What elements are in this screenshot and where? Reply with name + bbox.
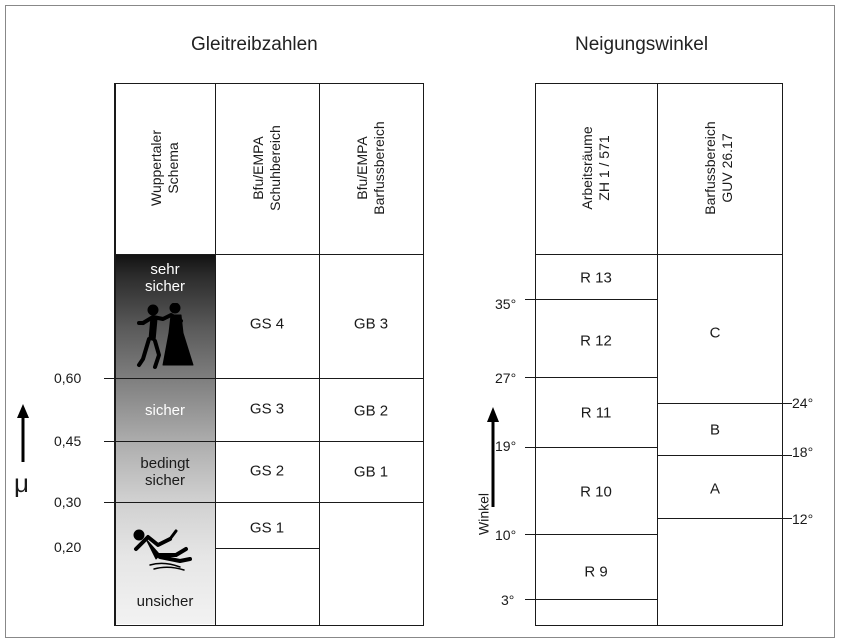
level-unsicher: unsicher	[136, 593, 194, 610]
class-gb3: GB 3	[353, 315, 389, 333]
class-a: A	[709, 480, 721, 498]
angle-10: 10°	[495, 527, 517, 543]
class-gs4: GS 4	[249, 315, 285, 333]
class-c: C	[709, 324, 721, 342]
figure-frame	[5, 5, 835, 638]
safety-gradient	[115, 254, 215, 624]
angle-24: 24°	[792, 395, 814, 411]
class-gs1: GS 1	[249, 519, 285, 537]
angle-35: 35°	[495, 296, 517, 312]
angle-12: 12°	[792, 511, 814, 527]
class-gb1: GB 1	[353, 463, 389, 481]
angle-18: 18°	[792, 444, 814, 460]
slipping-person-icon	[133, 529, 192, 571]
right-title: Neigungswinkel	[575, 34, 709, 55]
mu-tick-020: 0,20	[54, 539, 82, 555]
class-r9: R 9	[584, 563, 608, 581]
header-arbeitsraeume: Arbeitsräume ZH 1 / 571	[579, 126, 612, 210]
angle-19: 19°	[495, 438, 517, 454]
mu-symbol: μ	[14, 468, 29, 498]
class-r12: R 12	[580, 332, 612, 350]
level-bedingt-sicher: bedingt sicher	[140, 455, 190, 489]
header-barfussbereich: Bfu/EMPA Barfussbereich	[354, 121, 387, 215]
class-gs3: GS 3	[249, 400, 285, 418]
class-r11: R 11	[580, 404, 612, 422]
left-title: Gleitreibzahlen	[191, 34, 318, 55]
header-schuhbereich: Bfu/EMPA Schuhbereich	[250, 125, 283, 211]
angle-3: 3°	[501, 592, 515, 608]
header-guv: Barfussbereich GUV 26.17	[702, 121, 735, 215]
mu-tick-030: 0,30	[54, 494, 82, 510]
header-wuppertaler: Wuppertaler Schema	[148, 129, 181, 207]
class-r13: R 13	[580, 269, 612, 287]
winkel-up-arrow-icon	[487, 407, 499, 507]
mu-tick-045: 0,45	[54, 433, 82, 449]
dancing-couple-icon	[137, 303, 194, 369]
up-arrow-icon	[17, 404, 29, 462]
level-sehr-sicher: sehr sicher	[144, 261, 186, 295]
winkel-label: Winkel	[475, 492, 492, 536]
level-sicher: sicher	[144, 402, 186, 419]
angle-27: 27°	[495, 370, 517, 386]
mu-tick-060: 0,60	[54, 370, 82, 386]
class-r10: R 10	[580, 483, 612, 501]
class-gb2: GB 2	[353, 402, 389, 420]
class-b: B	[709, 421, 721, 439]
class-gs2: GS 2	[249, 462, 285, 480]
